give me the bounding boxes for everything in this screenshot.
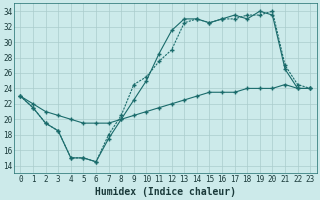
X-axis label: Humidex (Indice chaleur): Humidex (Indice chaleur) bbox=[95, 186, 236, 197]
